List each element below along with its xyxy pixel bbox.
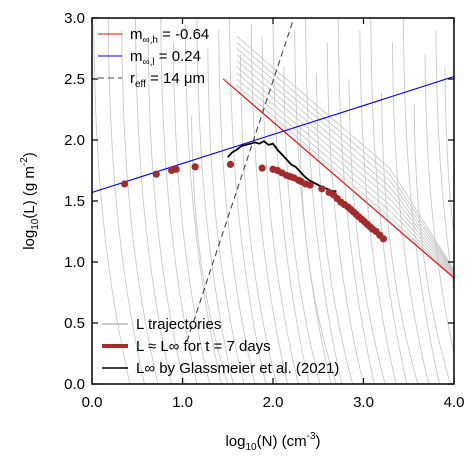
trajectory-line xyxy=(392,42,430,384)
trajectory-line xyxy=(107,18,145,384)
trajectory-line xyxy=(337,18,375,384)
trajectory-line xyxy=(121,30,159,384)
trajectory-line xyxy=(172,42,211,384)
y-axis-title-mid: (L) (g m xyxy=(21,166,38,219)
trajectory-line xyxy=(402,18,440,384)
y-tick-label: 2.5 xyxy=(64,71,85,88)
trajectory-line xyxy=(147,36,185,384)
equilibrium-point xyxy=(172,165,180,173)
x-tick-label: 1.0 xyxy=(172,394,193,411)
legend-bottom-label: L∞ by Glassmeier et al. (2021) xyxy=(136,360,339,377)
trajectory-line xyxy=(196,18,234,384)
x-axis-title-base: log xyxy=(225,433,245,450)
trajectory-line xyxy=(435,30,454,293)
y-axis-title-end: ) xyxy=(21,152,38,157)
trajectory-line xyxy=(236,60,454,274)
y-tick-label: 0.5 xyxy=(64,315,85,332)
y-tick-label: 1.5 xyxy=(64,193,85,210)
trajectory-line xyxy=(424,54,454,356)
equilibrium-point xyxy=(152,170,160,178)
x-axis-title: log10(N) (cm-3) xyxy=(225,431,320,453)
y-tick-label: 1.0 xyxy=(64,254,85,271)
equilibrium-points xyxy=(120,160,388,243)
y-axis-title-base: log xyxy=(21,230,38,250)
x-tick-label: 0.0 xyxy=(82,394,103,411)
x-axis-title-sub: 10 xyxy=(246,442,258,453)
fit-line xyxy=(92,76,454,193)
trajectory-line xyxy=(236,66,454,275)
x-axis-title-sup: -3 xyxy=(307,431,316,442)
trajectory-line xyxy=(272,18,310,384)
equilibrium-point xyxy=(191,163,199,171)
x-axis-title-end: ) xyxy=(316,433,321,450)
trajectory-line xyxy=(229,18,267,384)
trajectory-line xyxy=(326,42,364,384)
trajectory-line xyxy=(207,48,245,384)
trajectory-line xyxy=(359,30,397,384)
trajectory-line xyxy=(315,72,354,384)
equilibrium-point xyxy=(226,160,235,168)
equilibrium-point xyxy=(306,181,314,189)
trajectory-line xyxy=(236,42,454,272)
fit-lines xyxy=(92,18,454,342)
trajectory-line xyxy=(261,36,299,384)
trajectory-line xyxy=(236,54,454,273)
x-tick-label: 2.0 xyxy=(263,394,284,411)
reff-line xyxy=(186,18,295,342)
y-tick-label: 2.0 xyxy=(64,132,85,149)
legend-bottom-label: L trajectories xyxy=(136,316,221,333)
y-tick-label: 0.0 xyxy=(64,376,85,393)
glassmeier-line xyxy=(227,140,337,193)
trajectory-line xyxy=(134,18,173,384)
glassmeier-layer xyxy=(227,140,337,193)
legend-trajectories: L trajectories L ≈ L∞ for t = 7 days L∞ by… xyxy=(102,316,339,377)
trajectory-line xyxy=(239,54,278,384)
trajectory-line xyxy=(236,72,454,277)
legend-top-label: reff = 14 μm xyxy=(130,70,205,90)
trajectory-line xyxy=(160,18,198,384)
y-axis-title-sup: -2 xyxy=(19,157,30,166)
trajectory-line xyxy=(444,66,454,240)
trajectory-line xyxy=(381,91,419,384)
trajectory-line xyxy=(250,24,288,384)
trajectory-line xyxy=(93,24,131,384)
y-tick-label: 3.0 xyxy=(64,10,85,27)
legend-top-label: m∞,h = -0.64 xyxy=(130,26,209,46)
equilibrium-point xyxy=(318,185,326,193)
equilibrium-point xyxy=(258,164,266,172)
fit-line xyxy=(222,78,454,279)
x-tick-label: 4.0 xyxy=(444,394,465,411)
equilibrium-point xyxy=(379,235,388,243)
axis-ticks: 0.0 1.0 2.0 3.0 4.0 0.0 0.5 1.0 1.5 2.0 2.5 3.0 xyxy=(64,10,464,411)
trajectory-line xyxy=(184,24,222,384)
trajectory-line xyxy=(413,103,451,384)
trajectory-line xyxy=(218,30,256,384)
trajectory-line xyxy=(305,18,343,384)
y-axis-title-sub: 10 xyxy=(30,218,41,230)
legend-top-label: m∞,l = 0.24 xyxy=(130,48,201,68)
trajectory-line xyxy=(348,78,386,384)
equilibrium-point xyxy=(120,180,129,188)
x-axis-title-mid: (N) (cm xyxy=(257,433,307,450)
y-axis-title: log10(L) (g m-2) xyxy=(19,152,41,250)
legend-bottom-label: L ≈ L∞ for t = 7 days xyxy=(136,338,271,355)
x-tick-label: 3.0 xyxy=(353,394,374,411)
trajectory-line xyxy=(236,84,454,278)
plot-area xyxy=(92,18,454,384)
trajectory-line xyxy=(236,35,454,271)
trajectory-line xyxy=(236,78,454,277)
